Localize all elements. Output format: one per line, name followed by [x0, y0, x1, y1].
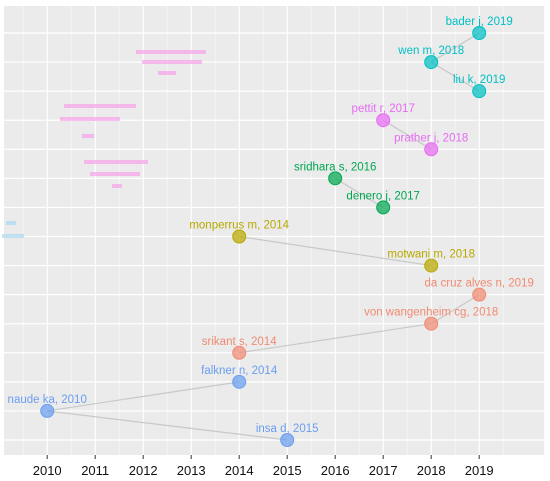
x-tick-label: 2014 [225, 463, 254, 478]
point-label: liu k, 2019 [453, 74, 505, 86]
point-label: wen m, 2018 [397, 45, 464, 57]
plot-panel [4, 6, 544, 455]
x-tick-label: 2018 [417, 463, 446, 478]
point-label: pettit r, 2017 [352, 103, 415, 115]
data-point [424, 55, 439, 70]
x-tick-label: 2017 [369, 463, 398, 478]
x-tick-label: 2013 [177, 463, 206, 478]
data-point [376, 113, 391, 128]
connector-line [382, 119, 432, 150]
x-tick-label: 2011 [81, 463, 109, 478]
point-label: insa d, 2015 [256, 423, 319, 435]
x-tick-label: 2019 [465, 463, 494, 478]
faint-label-mark [112, 184, 122, 188]
data-point [472, 26, 487, 40]
point-label: denero j, 2017 [346, 190, 420, 202]
data-point [40, 403, 55, 418]
point-label: da cruz alves n, 2019 [425, 278, 534, 290]
connector-line [47, 381, 240, 412]
connector-line [430, 32, 480, 63]
connector-line [239, 235, 432, 267]
x-tick-label: 2016 [321, 463, 350, 478]
connector-line [430, 61, 480, 92]
data-point [232, 374, 247, 389]
x-axis: 2010 2011 2012 2013 2014 2015 2016 2017 2018 2019 [33, 455, 494, 478]
data-point [280, 433, 295, 447]
faint-label-mark [84, 160, 148, 164]
faint-label-mark [2, 234, 24, 238]
faint-label-mark [64, 104, 136, 108]
point-label: monperrus m, 2014 [189, 220, 289, 232]
data-point [328, 171, 343, 186]
faint-label-mark [60, 117, 120, 121]
faint-background-labels [2, 50, 206, 238]
connector-line [430, 294, 480, 325]
data-point [472, 287, 487, 302]
faint-label-mark [136, 50, 206, 54]
faint-label-mark [90, 172, 140, 176]
point-label: prather j, 2018 [394, 132, 468, 144]
faint-label-mark [158, 71, 176, 75]
data-point [472, 84, 487, 99]
point-label: srikant s, 2014 [202, 336, 277, 348]
x-tick-label: 2015 [273, 463, 302, 478]
point-label: sridhara s, 2016 [294, 161, 376, 173]
x-tick-label: 2012 [129, 463, 158, 478]
data-point [376, 200, 391, 215]
point-label: von wangenheim cg, 2018 [364, 307, 498, 319]
point-label: falkner n, 2014 [201, 365, 278, 377]
horizontal-gridlines [4, 32, 544, 441]
point-label: bader j, 2019 [446, 16, 513, 28]
data-point [424, 258, 439, 273]
data-point [424, 316, 439, 331]
connector-line [47, 410, 288, 441]
data-point [232, 345, 247, 360]
faint-label-mark [142, 60, 202, 64]
data-point [424, 142, 439, 157]
x-tick-label: 2010 [33, 463, 62, 478]
faint-label-mark [6, 221, 16, 225]
data-point [232, 229, 247, 244]
connector-line [334, 177, 384, 208]
connector-line [239, 323, 432, 354]
point-labels: bader j, 2019 wen m, 2018 liu k, 2019 petti… [8, 16, 534, 435]
point-label: naude ka, 2010 [8, 394, 87, 406]
connector-lines [47, 32, 480, 441]
faint-label-mark [82, 134, 94, 138]
data-points [40, 26, 487, 447]
point-label: motwani m, 2018 [387, 249, 475, 261]
